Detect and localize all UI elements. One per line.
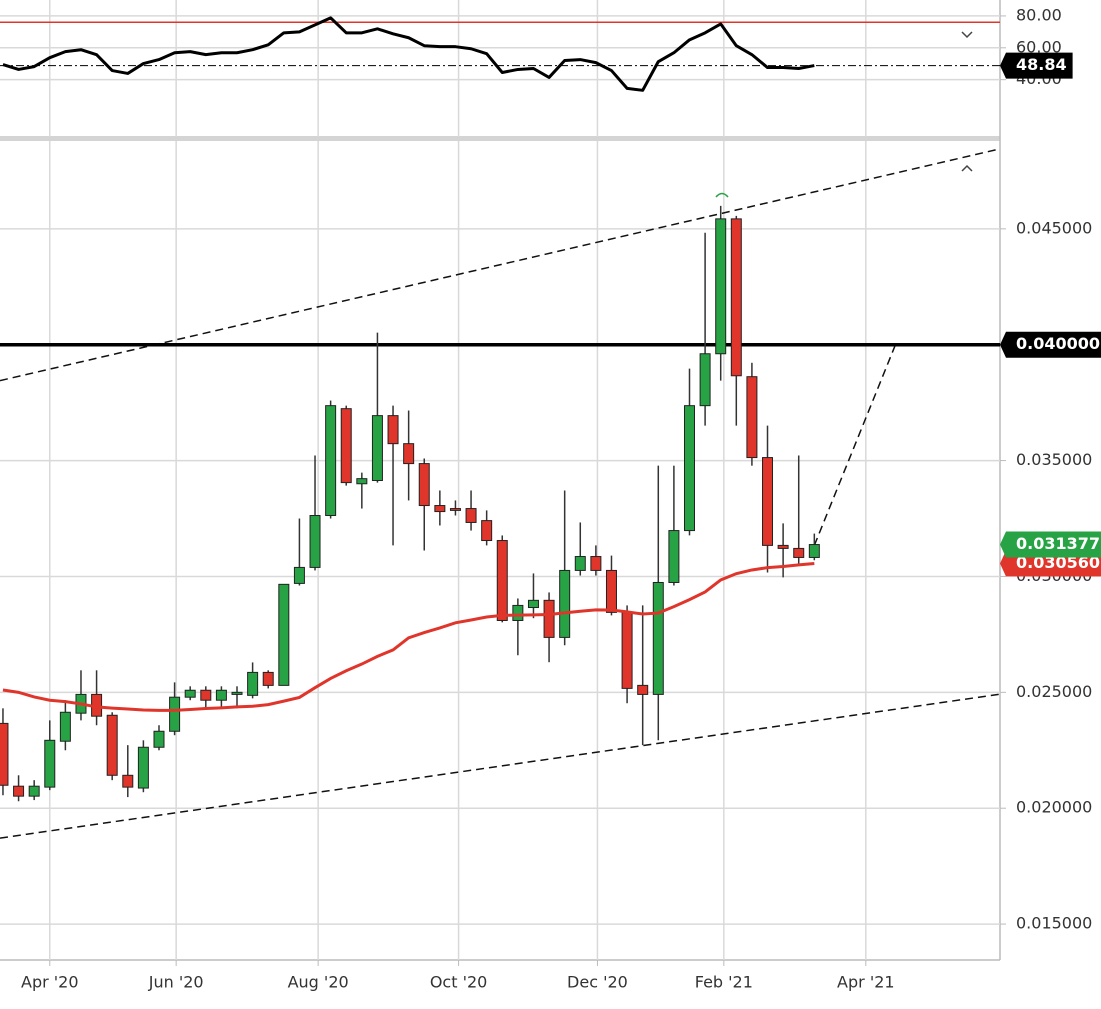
candle-body [44,739,56,788]
candle-body [496,540,508,621]
price-tag-label: 48.84 [1016,55,1067,74]
candle-body [153,730,165,748]
trendline [0,148,1000,382]
candle-body [122,774,134,788]
candle-body [449,508,461,511]
candle-body [559,569,571,638]
price-tag-box [1000,52,1073,79]
candle-body [387,415,399,445]
candle-body [527,599,539,609]
x-tick-label: Jun '20 [148,973,204,992]
x-tick-label: Apr '21 [837,973,895,992]
candle-body [325,405,337,517]
trendline [0,693,1000,839]
candle-body [356,478,368,485]
candle-body [262,671,274,686]
candle-body [668,530,680,583]
expand-icon[interactable] [961,164,973,172]
x-tick-label: Dec '20 [567,973,628,992]
candle-body [590,556,602,571]
candle-body [200,689,212,701]
y-tick-label: 0.020000 [1016,798,1092,817]
candle-body [574,556,586,571]
candle-body [762,457,774,546]
price-tag-box [1000,531,1101,558]
candle-body [481,520,493,542]
rsi-pane [0,0,1000,137]
moving-average [2,561,815,712]
candle-body [371,415,383,482]
candle-body [231,691,243,695]
price-tag-label: 0.030560 [1016,553,1100,572]
candle-body [169,696,181,732]
candle-body [605,569,617,613]
candle-body [184,689,196,698]
candle-body [730,218,742,377]
axes: Apr '20 Jun '20 Aug '20 Oct '20 Dec '20 Feb '… [21,5,1101,992]
x-tick-label: Aug '20 [288,973,349,992]
candle-body [777,544,789,549]
candle-body [621,611,633,689]
y-tick-label: 0.035000 [1016,450,1092,469]
candle-body [403,443,415,465]
candle-body [793,547,805,558]
candle-body [309,515,321,568]
price-tag-label: 0.040000 [1016,334,1100,353]
price-pane [0,141,1000,960]
candle-body [512,604,524,621]
y-tick-label: 0.025000 [1016,682,1092,701]
candle-body [683,405,695,532]
y-tick-label: 0.015000 [1016,914,1092,933]
collapse-icon[interactable] [961,31,973,39]
candle-body [137,746,149,789]
candle-body [247,671,259,696]
candle-body [746,376,758,459]
candle-body [434,505,446,513]
price-tag-label: 0.031377 [1016,534,1100,553]
candle-body [215,689,227,701]
candle-body [637,684,649,695]
y-tick-label: 80.00 [1016,5,1062,24]
candle-body [808,544,820,558]
price-tag: 48.84 [1000,52,1073,79]
candle-body [652,581,664,695]
y-tick-label: 60.00 [1016,37,1062,56]
x-tick-label: Apr '20 [21,973,79,992]
trendline [813,344,897,546]
candle-body [293,566,305,584]
candle-body [13,785,25,797]
x-tick-label: Oct '20 [430,973,488,992]
candle-body [0,722,9,786]
high-marker [715,192,729,198]
rsi-line [2,16,815,92]
candle-body [28,785,40,797]
candle-body [340,408,352,484]
candle-body [715,218,727,355]
candle-body [418,463,430,507]
price-tag: 0.031377 [1000,531,1101,558]
candle-body [278,583,290,686]
candle-body [106,714,118,776]
candle-body [465,508,477,523]
price-tag-box [1000,331,1101,358]
pane-separator [0,136,1000,141]
x-tick-label: Feb '21 [695,973,753,992]
candle-body [543,599,555,638]
y-tick-label: 0.045000 [1016,218,1092,237]
candle-body [59,711,71,742]
price-tag: 0.040000 [1000,331,1101,358]
candle-body [699,353,711,407]
